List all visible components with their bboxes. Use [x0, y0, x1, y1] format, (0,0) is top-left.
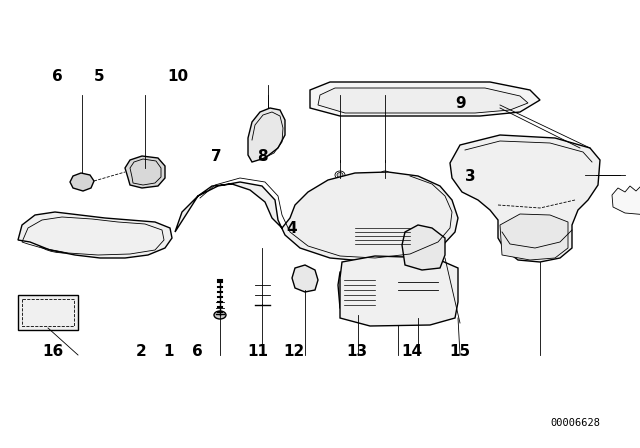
- Polygon shape: [318, 88, 528, 113]
- Text: 6: 6: [192, 344, 202, 359]
- Ellipse shape: [40, 227, 90, 249]
- Polygon shape: [18, 295, 78, 330]
- Text: 4: 4: [286, 221, 296, 236]
- Polygon shape: [500, 214, 568, 260]
- Polygon shape: [248, 108, 285, 162]
- Ellipse shape: [380, 171, 390, 179]
- Polygon shape: [292, 265, 318, 292]
- Polygon shape: [392, 255, 444, 318]
- Polygon shape: [338, 268, 380, 315]
- Text: 8: 8: [257, 149, 268, 164]
- Text: 6: 6: [52, 69, 63, 84]
- Text: 11: 11: [248, 344, 268, 359]
- Text: 2: 2: [136, 344, 146, 359]
- Text: 00006628: 00006628: [550, 418, 600, 428]
- Ellipse shape: [214, 311, 226, 319]
- Polygon shape: [18, 212, 172, 258]
- Polygon shape: [310, 82, 540, 116]
- Text: 14: 14: [401, 344, 422, 359]
- Ellipse shape: [112, 229, 148, 247]
- Text: 10: 10: [167, 69, 189, 84]
- Polygon shape: [450, 135, 600, 262]
- Ellipse shape: [335, 171, 345, 179]
- Text: 3: 3: [465, 169, 476, 185]
- Polygon shape: [125, 156, 165, 188]
- Text: 5: 5: [94, 69, 104, 84]
- Text: 9: 9: [456, 95, 466, 111]
- Polygon shape: [612, 184, 640, 215]
- Text: 15: 15: [449, 344, 470, 359]
- Text: 16: 16: [42, 344, 64, 359]
- Text: 7: 7: [211, 149, 221, 164]
- Text: 13: 13: [346, 344, 368, 359]
- Ellipse shape: [532, 157, 554, 173]
- Ellipse shape: [382, 172, 388, 177]
- Ellipse shape: [35, 223, 95, 253]
- Polygon shape: [402, 225, 445, 270]
- Ellipse shape: [337, 172, 343, 177]
- Ellipse shape: [108, 225, 152, 250]
- Text: 1: 1: [163, 344, 173, 359]
- Polygon shape: [70, 173, 94, 191]
- Text: 12: 12: [284, 344, 305, 359]
- Ellipse shape: [528, 154, 558, 176]
- Polygon shape: [175, 172, 458, 262]
- Polygon shape: [340, 256, 458, 326]
